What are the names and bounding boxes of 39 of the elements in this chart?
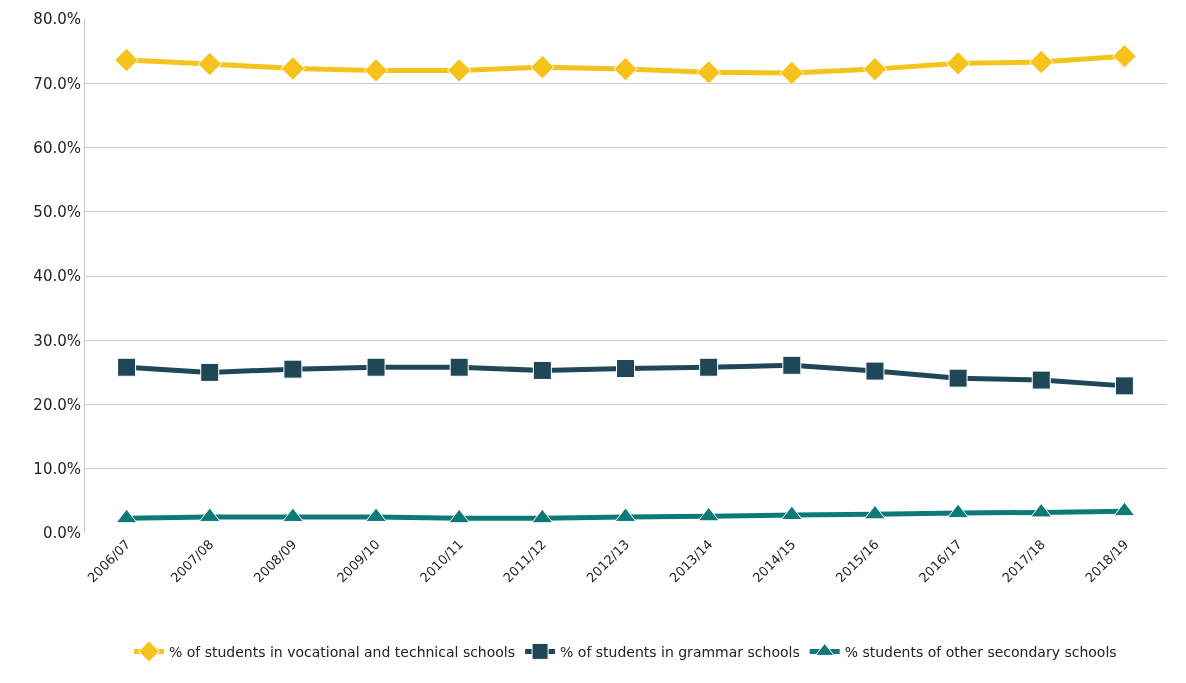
y-tick-label: 0.0%: [42, 524, 81, 543]
legend-label: % students of other secondary schools: [844, 643, 1117, 660]
y-tick-label: 60.0%: [33, 138, 81, 157]
y-tick-label: 50.0%: [33, 203, 81, 221]
point: [1029, 49, 1054, 75]
point: [865, 361, 885, 381]
point: [200, 362, 220, 382]
point: [1112, 44, 1137, 69]
y-tick-label: 70.0%: [33, 74, 81, 93]
point: [699, 357, 719, 377]
point: [280, 56, 306, 81]
point: [117, 357, 137, 377]
legend-label: % of students in grammar schools: [560, 643, 800, 660]
point: [283, 359, 303, 379]
point: [779, 60, 805, 86]
point: [114, 47, 139, 73]
point: [613, 56, 638, 82]
point: [530, 54, 555, 80]
point: [948, 368, 968, 388]
point: [864, 504, 886, 520]
point: [366, 357, 386, 377]
legend-label: % of students in vocational and technical schools: [169, 643, 516, 660]
point: [1114, 376, 1134, 396]
point: [616, 359, 635, 379]
y-tick-label: 40.0%: [33, 267, 81, 286]
point: [696, 60, 721, 85]
point: [532, 360, 552, 380]
point: [449, 357, 469, 377]
y-tick-label: 20.0%: [33, 395, 81, 414]
y-tick-label: 30.0%: [33, 331, 81, 350]
point: [782, 355, 802, 375]
point: [446, 58, 472, 83]
point: [363, 58, 389, 83]
y-tick-label: 10.0%: [33, 460, 81, 478]
point: [1031, 370, 1051, 390]
point: [862, 56, 888, 82]
point: [945, 51, 971, 76]
y-tick-label: 80.0%: [33, 10, 81, 29]
point: [197, 51, 222, 77]
